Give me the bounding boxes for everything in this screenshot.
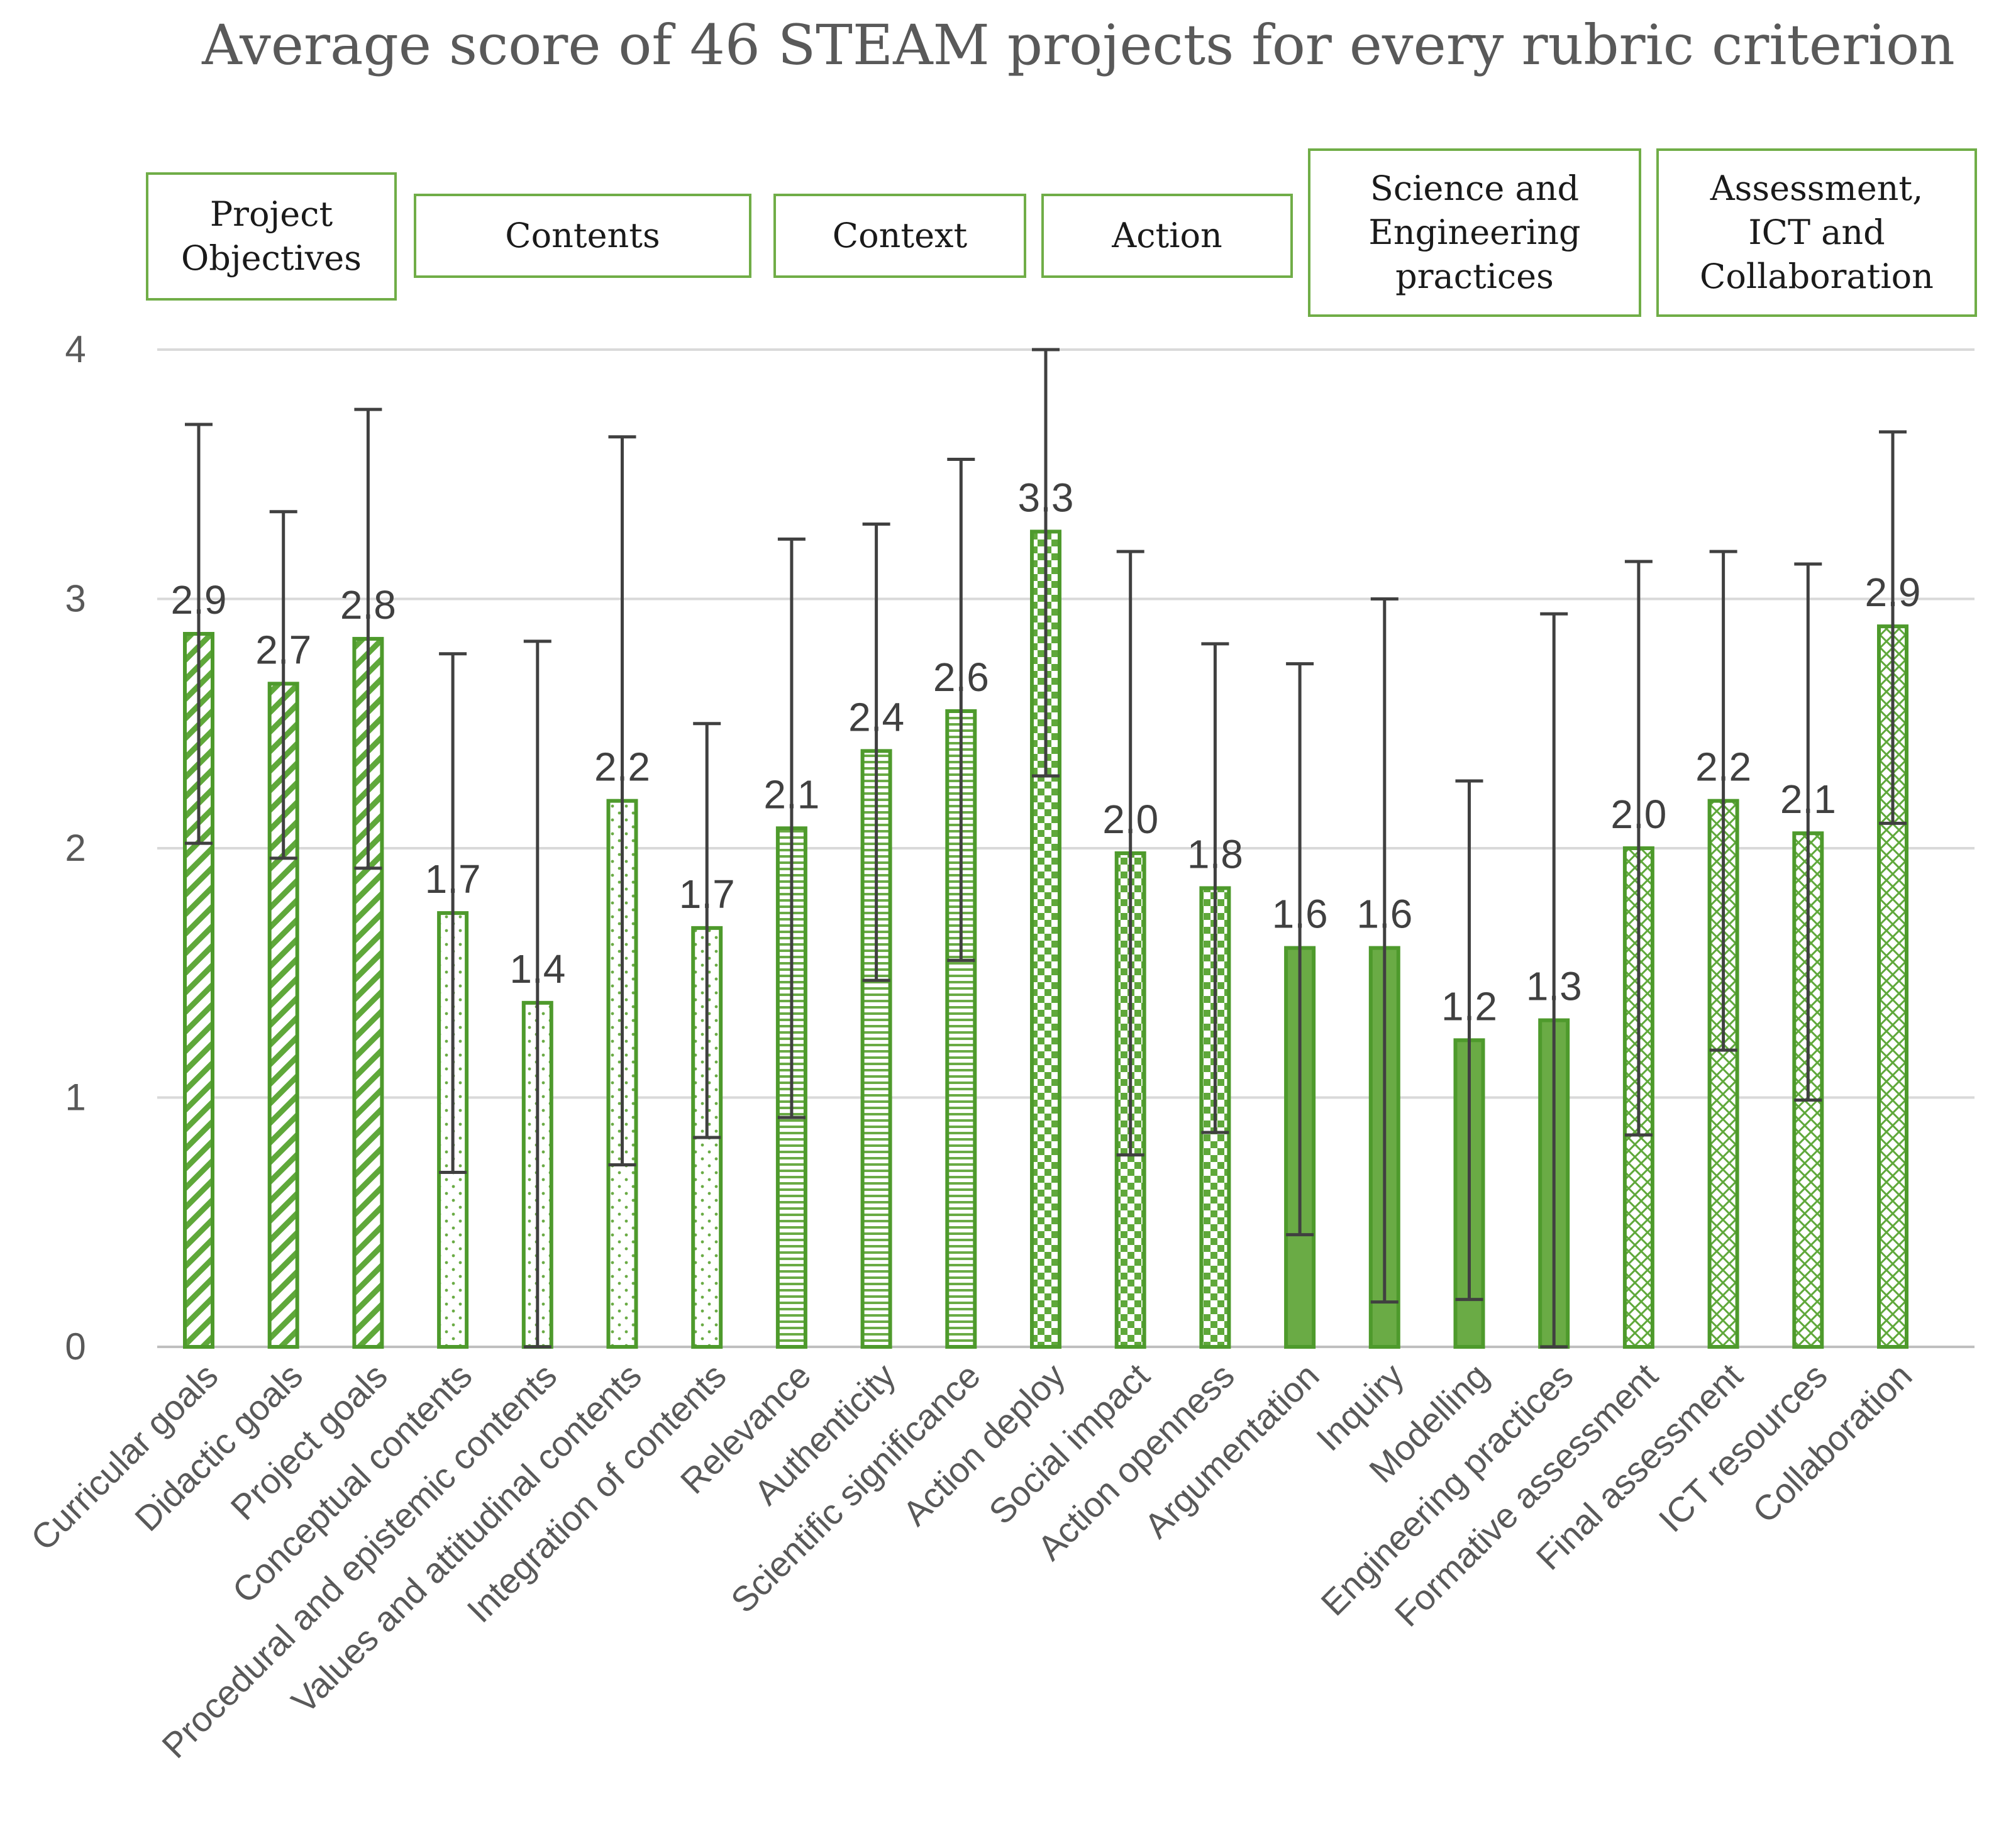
data-label-8: 2.1 xyxy=(763,772,819,817)
error-bar-7 xyxy=(693,722,721,1139)
data-label-19: 2.2 xyxy=(1695,744,1751,790)
y-tick-label: 4 xyxy=(65,328,86,370)
group-label-text: Objectives xyxy=(181,238,362,278)
group-label-text: Engineering xyxy=(1368,213,1580,252)
group-label-2: Contents xyxy=(414,194,751,278)
error-bar-19 xyxy=(1709,550,1737,1052)
group-label-text: Assessment, xyxy=(1710,169,1924,208)
bar-10 xyxy=(945,709,977,1349)
data-label-18: 2.0 xyxy=(1610,792,1666,837)
group-label-4: Action xyxy=(1041,194,1293,278)
data-label-14: 1.6 xyxy=(1272,892,1328,937)
y-tick-label: 2 xyxy=(65,827,86,869)
group-label-text: practices xyxy=(1395,257,1554,296)
error-bar-13 xyxy=(1201,642,1229,1134)
error-bar-14 xyxy=(1286,662,1314,1237)
data-label-15: 1.6 xyxy=(1356,892,1412,937)
group-label-3: Context xyxy=(773,194,1026,278)
data-label-5: 1.4 xyxy=(509,946,565,992)
group-box xyxy=(773,194,1026,278)
group-label-text: Contents xyxy=(505,216,660,255)
y-tick-label: 1 xyxy=(65,1076,86,1119)
error-bar-11 xyxy=(1032,348,1060,778)
error-bar-20 xyxy=(1794,562,1822,1102)
error-bar-18 xyxy=(1624,560,1653,1137)
group-box xyxy=(146,172,397,301)
group-label-text: Context xyxy=(833,216,968,255)
error-bar-15 xyxy=(1370,597,1399,1304)
data-label-12: 2.0 xyxy=(1102,797,1158,842)
data-label-10: 2.6 xyxy=(933,655,989,700)
data-label-2: 2.7 xyxy=(255,627,311,672)
data-label-7: 1.7 xyxy=(679,871,735,917)
chart-title: Average score of 46 STEAM projects for e… xyxy=(201,13,1955,77)
y-axis-ticks: 0 1 2 3 4 xyxy=(65,328,86,1368)
error-bar-5 xyxy=(523,639,551,1349)
data-label-20: 2.1 xyxy=(1780,777,1836,822)
data-label-17: 1.3 xyxy=(1526,964,1582,1009)
error-bar-21 xyxy=(1879,430,1907,825)
error-bar-16 xyxy=(1455,779,1483,1302)
bar-14 xyxy=(1284,946,1316,1349)
error-bar-3 xyxy=(354,407,382,870)
error-bar-17 xyxy=(1540,612,1568,1349)
group-box xyxy=(1656,148,1977,317)
data-labels: 2.9 2.7 2.8 1.7 1.4 2.2 1.7 2.1 2.4 2.6 3.3 2.0 1.8 1… xyxy=(171,475,1921,1029)
data-label-9: 2.4 xyxy=(848,694,904,739)
group-box xyxy=(1308,148,1641,317)
data-label-13: 1.8 xyxy=(1187,831,1243,877)
error-bar-8 xyxy=(777,537,806,1119)
error-bar-6 xyxy=(608,435,636,1167)
data-label-21: 2.9 xyxy=(1865,570,1921,615)
error-bar-10 xyxy=(947,457,975,962)
group-label-6: Assessment, ICT and Collaboration xyxy=(1656,148,1977,317)
group-box xyxy=(1041,194,1293,278)
group-label-text: Science and xyxy=(1370,169,1579,208)
data-label-6: 2.2 xyxy=(594,744,650,790)
error-bar-4 xyxy=(439,652,467,1174)
error-bar-1 xyxy=(185,423,213,845)
error-bar-9 xyxy=(862,523,890,982)
y-tick-label: 0 xyxy=(65,1325,86,1368)
data-label-1: 2.9 xyxy=(171,577,227,622)
error-bar-12 xyxy=(1116,550,1144,1157)
data-label-11: 3.3 xyxy=(1018,475,1074,520)
group-label-text: Project xyxy=(210,194,333,234)
data-label-3: 2.8 xyxy=(340,582,396,628)
data-label-4: 1.7 xyxy=(425,856,481,902)
data-label-16: 1.2 xyxy=(1441,983,1497,1029)
group-label-text: ICT and xyxy=(1748,213,1885,252)
error-bars xyxy=(185,348,1907,1349)
y-tick-label: 3 xyxy=(65,578,86,620)
group-label-text: Collaboration xyxy=(1700,257,1934,296)
group-label-text: Action xyxy=(1111,216,1222,255)
group-label-5: Science and Engineering practices xyxy=(1308,148,1641,317)
error-bar-2 xyxy=(269,510,297,860)
group-box xyxy=(414,194,751,278)
